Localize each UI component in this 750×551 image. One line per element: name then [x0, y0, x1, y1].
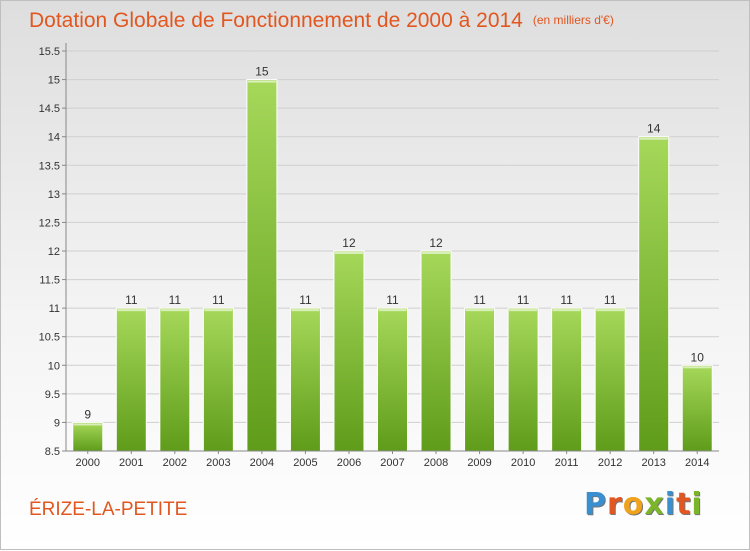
- x-tick-label: 2003: [206, 457, 230, 469]
- x-tick-label: 2004: [250, 457, 274, 469]
- x-tick-label: 2009: [467, 457, 491, 469]
- logo-letter: r: [607, 487, 623, 522]
- bar-2002[interactable]: [159, 307, 191, 452]
- y-tick-label: 8.5: [45, 446, 60, 458]
- x-tick-label: 2007: [380, 457, 404, 469]
- bar-highlight: [465, 309, 494, 312]
- logo-letter: P: [584, 487, 607, 522]
- data-label-2005: 11: [299, 293, 312, 307]
- y-tick-label: 9: [54, 417, 60, 429]
- data-label-2014: 10: [691, 350, 705, 364]
- y-tick-label: 12.5: [39, 217, 60, 229]
- bar-2008[interactable]: [420, 250, 452, 452]
- data-label-2003: 11: [212, 293, 225, 307]
- y-tick-label: 12: [48, 246, 60, 258]
- title-unit: (en milliers d'€): [532, 13, 614, 27]
- bars: 9 11 11 11 15 11 12 11 12 11 11 11 11 14 10: [72, 65, 713, 452]
- y-tick-label: 15.5: [39, 46, 60, 58]
- bar-highlight: [247, 80, 276, 83]
- bar-highlight: [639, 137, 668, 140]
- data-label-2001: 11: [125, 293, 138, 307]
- bar-2006[interactable]: [333, 250, 365, 452]
- y-tick-label: 10: [48, 360, 60, 372]
- data-label-2009: 11: [473, 293, 486, 307]
- y-tick-label: 11.5: [39, 275, 60, 287]
- data-label-2006: 12: [342, 236, 356, 250]
- logo-letter: t: [676, 487, 692, 522]
- bar-2014[interactable]: [681, 364, 713, 452]
- y-tick-label: 11: [49, 303, 60, 315]
- x-tick-label: 2012: [598, 457, 622, 469]
- bar-2009[interactable]: [464, 307, 496, 452]
- bar-highlight: [378, 309, 407, 312]
- bar-2000[interactable]: [72, 421, 104, 452]
- data-label-2011: 11: [560, 293, 573, 307]
- data-label-2000: 9: [84, 407, 91, 421]
- y-tick-label: 10.5: [39, 332, 60, 344]
- logo-letter: o: [622, 487, 645, 522]
- x-tick-label: 2006: [337, 457, 361, 469]
- data-label-2012: 11: [604, 293, 617, 307]
- x-tick-label: 2005: [293, 457, 317, 469]
- data-label-2004: 15: [255, 65, 269, 79]
- bar-2010[interactable]: [507, 307, 539, 452]
- bar-2012[interactable]: [594, 307, 626, 452]
- bar-2013[interactable]: [638, 136, 670, 452]
- x-tick-label: 2014: [685, 457, 709, 469]
- x-tick-label: 2001: [119, 457, 143, 469]
- bar-highlight: [334, 252, 363, 254]
- bar-highlight: [596, 309, 625, 312]
- data-label-2002: 11: [169, 293, 182, 307]
- bar-highlight: [117, 309, 146, 312]
- bar-highlight: [160, 309, 189, 312]
- bar-2005[interactable]: [289, 307, 321, 452]
- title-text: Dotation Globale de Fonctionnement de 20…: [29, 9, 523, 32]
- x-tick-label: 2000: [76, 457, 100, 469]
- axes: 8.5 9 9.5 10 10.5 11 11.5 12 12.5 13 13.5 14 14.5 15 1…: [39, 43, 719, 469]
- bar-highlight: [422, 252, 451, 254]
- bar-highlight: [73, 423, 102, 426]
- logo-letter: i: [691, 487, 703, 522]
- bar-2004[interactable]: [246, 79, 278, 452]
- data-label-2007: 11: [386, 293, 399, 307]
- data-label-2010: 11: [517, 293, 530, 307]
- bar-2003[interactable]: [202, 307, 234, 452]
- y-tick-label: 9.5: [45, 389, 60, 401]
- x-tick-label: 2002: [163, 457, 187, 469]
- chart-title: Dotation Globale de Fonctionnement de 20…: [29, 9, 614, 33]
- x-tick-label: 2010: [511, 457, 535, 469]
- proxiti-logo[interactable]: Proxiti: [584, 487, 703, 522]
- logo-letter: i: [664, 487, 677, 522]
- bar-highlight: [291, 309, 320, 312]
- y-tick-label: 14: [48, 132, 60, 144]
- bar-2007[interactable]: [377, 307, 408, 452]
- y-tick-label: 13.5: [39, 160, 60, 172]
- bar-2001[interactable]: [115, 307, 147, 452]
- y-tick-label: 13: [48, 189, 60, 201]
- commune-name: ÉRIZE-LA-PETITE: [29, 499, 188, 520]
- x-tick-label: 2008: [424, 457, 448, 469]
- bar-highlight: [683, 366, 712, 369]
- x-tick-label: 2013: [641, 457, 665, 469]
- bar-highlight: [509, 309, 538, 312]
- data-label-2013: 14: [647, 122, 661, 136]
- y-tick-label: 14.5: [39, 103, 60, 115]
- data-label-2008: 12: [429, 236, 443, 250]
- bar-2011[interactable]: [551, 307, 583, 452]
- y-tick-label: 15: [48, 75, 60, 87]
- bar-highlight: [552, 309, 581, 312]
- bar-highlight: [204, 309, 233, 312]
- logo-letter: x: [644, 487, 665, 522]
- x-tick-label: 2011: [555, 457, 579, 469]
